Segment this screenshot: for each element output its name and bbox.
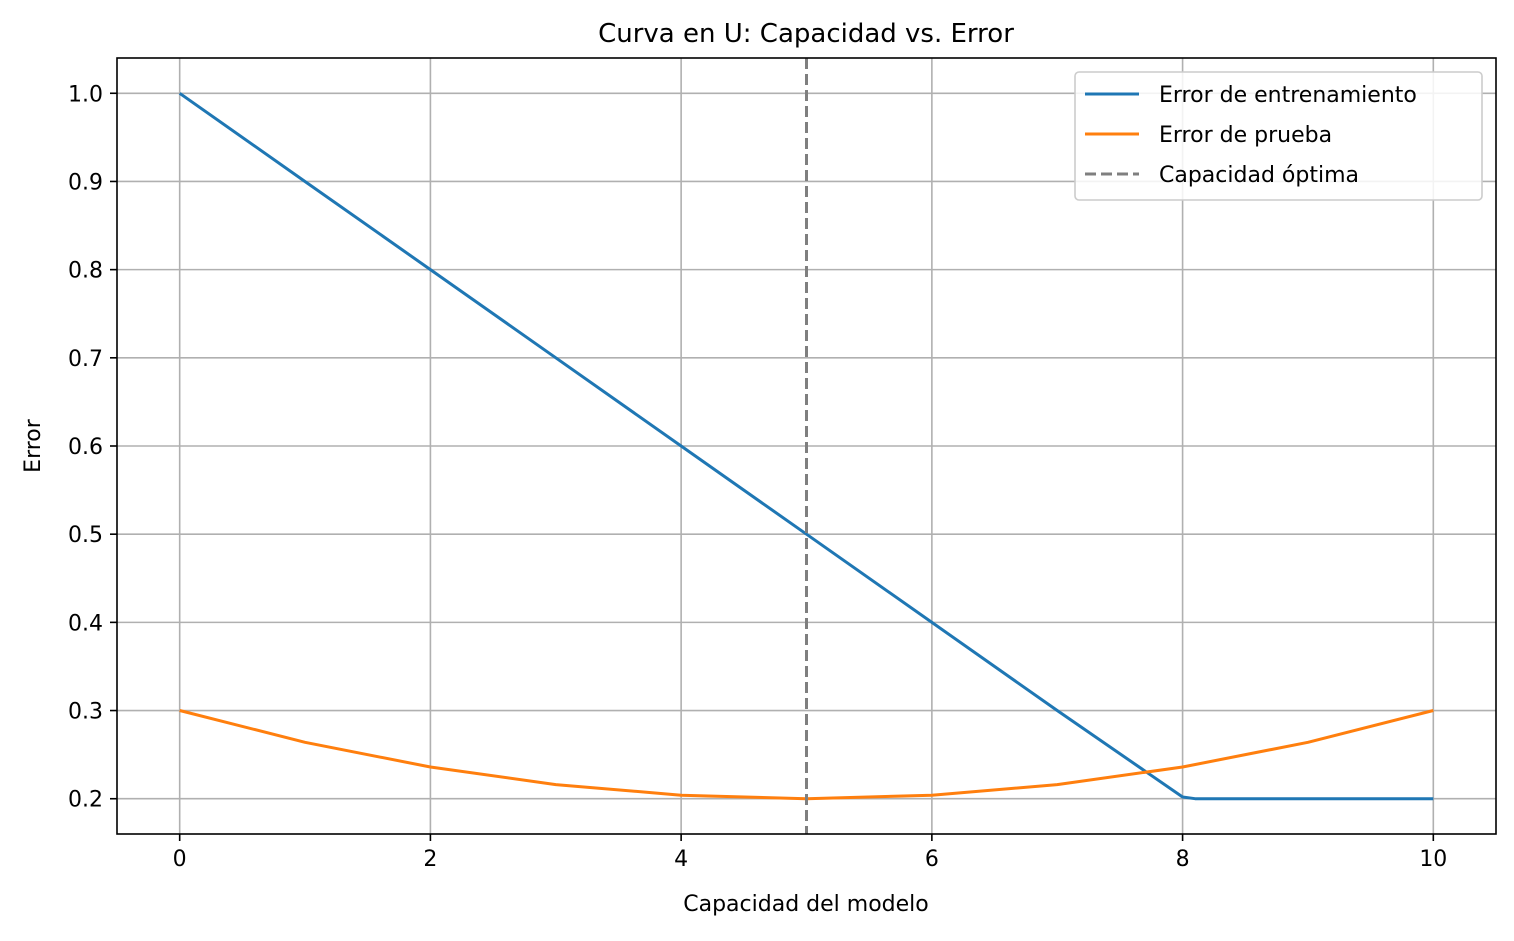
x-axis-title: Capacidad del modelo xyxy=(683,892,928,917)
legend-label: Error de prueba xyxy=(1159,123,1332,148)
series-line-0 xyxy=(178,92,1434,801)
y-tick-label: 0.3 xyxy=(68,700,103,725)
chart-title: Curva en U: Capacidad vs. Error xyxy=(598,19,1014,49)
x-tick-label: 2 xyxy=(423,847,437,872)
y-tick-label: 0.7 xyxy=(68,347,103,372)
x-tick-label: 6 xyxy=(925,847,939,872)
legend-label: Capacidad óptima xyxy=(1159,163,1359,188)
legend-label: Error de entrenamiento xyxy=(1159,83,1417,108)
legend: Error de entrenamiento Error de prueba Cap… xyxy=(1074,71,1483,201)
x-tick-label: 10 xyxy=(1419,847,1447,872)
y-tick-label: 0.5 xyxy=(68,523,103,548)
plot-series xyxy=(178,58,1434,834)
y-tick-label: 0.6 xyxy=(68,435,103,460)
x-tick-label: 4 xyxy=(674,847,688,872)
x-tick-label: 8 xyxy=(1176,847,1190,872)
axis-ticks: 0 2 4 6 8 10 0.2 0.3 0.4 0.5 0.6 0.7 0.8 0.9 1.0 xyxy=(68,82,1447,872)
y-tick-label: 1.0 xyxy=(68,82,103,107)
y-tick-label: 0.9 xyxy=(68,170,103,195)
legend-box xyxy=(1074,71,1483,201)
x-tick-label: 0 xyxy=(173,847,187,872)
y-axis-title: Error xyxy=(21,418,46,473)
y-tick-label: 0.4 xyxy=(68,611,103,636)
y-tick-label: 0.8 xyxy=(68,259,103,284)
y-tick-label: 0.2 xyxy=(68,788,103,813)
